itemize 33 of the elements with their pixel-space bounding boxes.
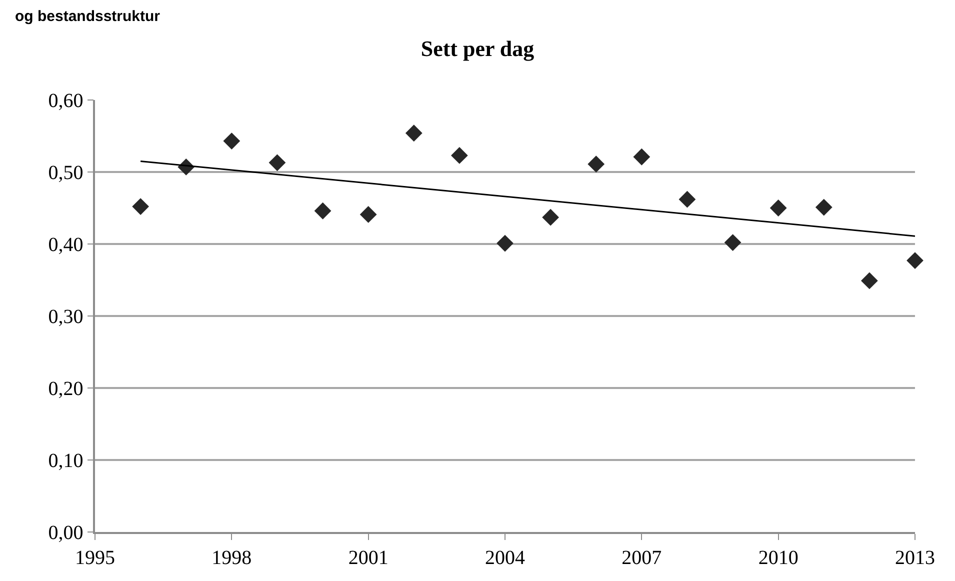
- x-tick-label: 2001: [348, 546, 388, 569]
- point: [132, 198, 150, 216]
- point: [588, 156, 605, 173]
- point: [815, 198, 832, 216]
- y-tick-label: 0,60: [48, 90, 84, 112]
- x-tick-label: 1998: [212, 546, 252, 569]
- y-tick-label: 0,50: [48, 162, 84, 184]
- point: [405, 124, 422, 142]
- point: [678, 190, 696, 208]
- x-tick-label: 2013: [895, 546, 935, 569]
- y-tick-label: 0,10: [48, 450, 84, 472]
- point: [268, 154, 286, 172]
- x-tick-label: 2010: [758, 546, 798, 569]
- x-tick-label: 2007: [622, 546, 662, 569]
- point: [906, 252, 924, 270]
- point: [542, 208, 560, 226]
- y-tick-label: 0,40: [48, 234, 84, 256]
- point: [633, 148, 650, 166]
- point: [314, 202, 332, 220]
- point: [860, 272, 878, 290]
- x-tick-label: 1995: [75, 546, 115, 569]
- x-tick-label: 2004: [485, 546, 525, 569]
- point: [496, 234, 514, 252]
- point: [724, 234, 742, 252]
- y-tick-label: 0,30: [48, 306, 84, 328]
- point: [223, 132, 240, 150]
- chart-title: Sett per dag: [420, 36, 534, 62]
- y-tick-label: 0,20: [48, 378, 84, 400]
- point: [360, 206, 377, 223]
- point: [770, 200, 787, 216]
- text: og bestandsstruktur: [15, 8, 160, 25]
- y-tick-label: 0,00: [48, 522, 84, 544]
- point: [450, 146, 468, 164]
